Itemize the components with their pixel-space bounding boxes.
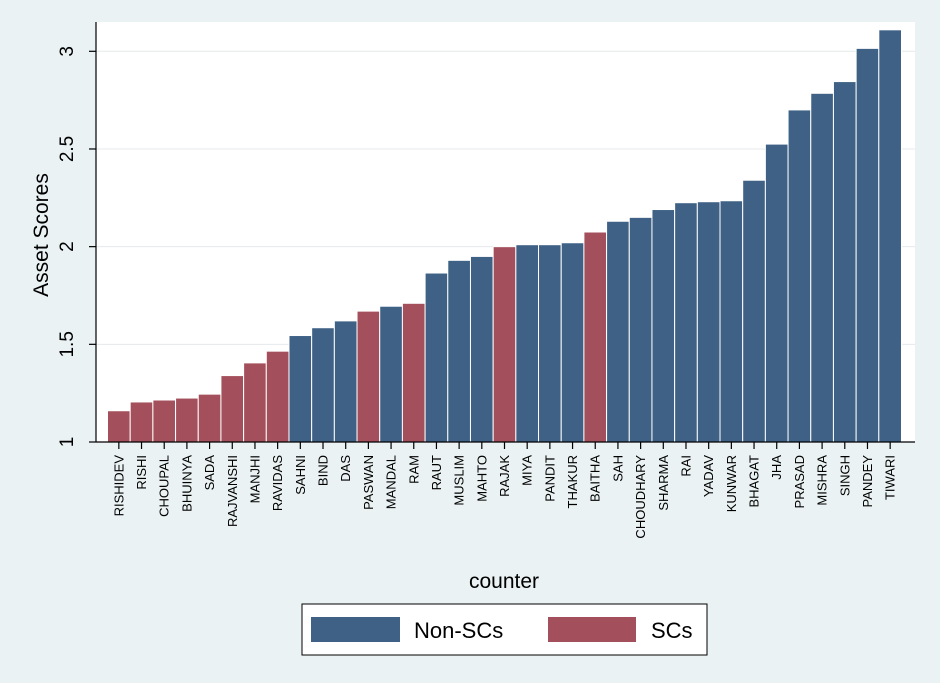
bar-choudhary bbox=[628, 216, 653, 443]
x-tick-label: MANDAL bbox=[384, 455, 399, 509]
bar-manjhi bbox=[243, 362, 267, 443]
bar-rishi bbox=[129, 401, 154, 443]
x-tick-label: RAUT bbox=[429, 455, 444, 490]
y-ticks: 1 1.5 2 2.5 3 bbox=[57, 46, 96, 447]
x-tick-label: RAVIDAS bbox=[270, 455, 285, 511]
x-tick-label: KUNWAR bbox=[724, 455, 739, 512]
y-tick-label: 1.5 bbox=[57, 331, 78, 357]
x-tick-label: JHA bbox=[769, 455, 784, 480]
y-tick-label: 2 bbox=[57, 241, 78, 252]
bar-sahni bbox=[288, 335, 313, 443]
bar-pandey bbox=[855, 47, 880, 443]
legend-label-non-scs: Non-SCs bbox=[414, 618, 503, 643]
x-axis-title: counter bbox=[469, 570, 539, 593]
x-tick-label: RAJAK bbox=[497, 455, 512, 497]
bar-sah bbox=[606, 220, 630, 443]
bar-tiwari bbox=[878, 29, 902, 443]
bar-bhagat bbox=[742, 179, 766, 443]
bar-yadav bbox=[696, 201, 721, 443]
x-ticks: RISHIDEV RISHI CHOUPAL BHUINYA SADA RAJVANSHI… bbox=[111, 442, 898, 539]
x-tick-label: SHARMA bbox=[656, 455, 671, 511]
bar-thakur bbox=[560, 242, 585, 443]
legend-swatch-non-scs bbox=[311, 617, 400, 642]
bar-ravidas bbox=[265, 350, 290, 443]
bar-prasad bbox=[787, 109, 812, 443]
bar-muslim bbox=[447, 259, 471, 443]
bar-pandit bbox=[538, 244, 562, 443]
y-tick-label: 2.5 bbox=[57, 136, 78, 162]
x-tick-label: SADA bbox=[202, 455, 217, 491]
x-tick-label: BHAGAT bbox=[747, 455, 762, 508]
x-tick-label: BAITHA bbox=[588, 455, 603, 502]
x-tick-label: RISHIDEV bbox=[111, 455, 126, 517]
x-tick-label: MAHTO bbox=[474, 455, 489, 502]
bar-paswan bbox=[356, 310, 381, 443]
x-tick-label: MIYA bbox=[520, 455, 535, 486]
x-tick-label: THAKUR bbox=[565, 455, 580, 508]
legend-label-scs: SCs bbox=[651, 618, 693, 643]
bar-choupal bbox=[152, 399, 177, 443]
x-tick-label: BIND bbox=[316, 455, 331, 486]
bar-rishidev bbox=[107, 410, 131, 443]
bar-jha bbox=[764, 143, 789, 443]
bar-rajak bbox=[492, 246, 517, 443]
x-tick-label: YADAV bbox=[701, 455, 716, 497]
x-tick-label: TIWARI bbox=[883, 455, 898, 500]
x-tick-label: MISHRA bbox=[815, 455, 830, 506]
x-tick-label: CHOUPAL bbox=[157, 455, 172, 517]
bar-das bbox=[333, 320, 358, 443]
x-tick-label: MANJHI bbox=[247, 455, 262, 503]
bar-ram bbox=[401, 302, 426, 443]
legend-swatch-scs bbox=[548, 617, 636, 642]
y-axis-title: Asset Scores bbox=[30, 173, 53, 297]
x-tick-label: BHUINYA bbox=[179, 455, 194, 512]
legend: Non-SCs SCs bbox=[301, 603, 708, 656]
x-tick-label: SAHNI bbox=[293, 455, 308, 495]
x-tick-label: DAS bbox=[338, 455, 353, 482]
bar-bind bbox=[311, 327, 335, 443]
x-tick-label: CHOUDHARY bbox=[633, 455, 648, 539]
bar-baitha bbox=[583, 231, 608, 443]
bar-rai bbox=[674, 202, 698, 443]
bar-mahto bbox=[469, 255, 494, 443]
x-tick-label: RISHI bbox=[134, 455, 149, 490]
x-tick-label: PANDIT bbox=[542, 455, 557, 502]
bar-raut bbox=[424, 272, 449, 443]
x-tick-label: RAJVANSHI bbox=[225, 455, 240, 527]
bar-miya bbox=[515, 244, 540, 443]
x-tick-label: PRASAD bbox=[792, 455, 807, 508]
bar-kunwar bbox=[719, 200, 744, 443]
x-tick-label: SAH bbox=[610, 455, 625, 482]
bar-bhuinya bbox=[175, 397, 199, 443]
bar-sada bbox=[197, 393, 222, 443]
bar-mishra bbox=[810, 92, 834, 443]
x-tick-label: PASWAN bbox=[361, 455, 376, 510]
bar-rajvanshi bbox=[220, 375, 245, 443]
bar-singh bbox=[832, 81, 857, 443]
x-tick-label: RAI bbox=[678, 455, 693, 477]
bars bbox=[107, 29, 902, 443]
bar-sharma bbox=[651, 209, 676, 443]
x-tick-label: PANDEY bbox=[860, 455, 875, 508]
y-tick-label: 3 bbox=[57, 46, 78, 57]
bar-mandal bbox=[379, 305, 403, 443]
x-tick-label: MUSLIM bbox=[452, 455, 467, 506]
x-tick-label: RAM bbox=[406, 455, 421, 484]
y-tick-label: 1 bbox=[57, 437, 78, 448]
x-tick-label: SINGH bbox=[837, 455, 852, 496]
